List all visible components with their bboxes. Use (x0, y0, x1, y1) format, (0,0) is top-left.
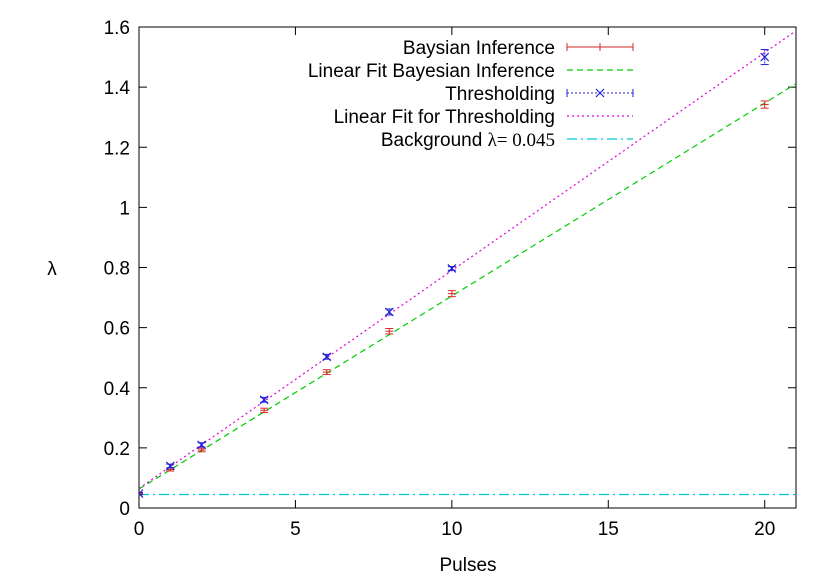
x-tick-label: 0 (134, 519, 145, 540)
y-tick-label: 0.6 (104, 319, 130, 340)
threshold-point (384, 307, 394, 317)
threshold-point (165, 461, 175, 471)
y-tick-label: 0.2 (104, 439, 130, 460)
x-tick-label: 10 (441, 519, 462, 540)
threshold-point (322, 352, 332, 362)
x-tick-label: 5 (290, 519, 301, 540)
x-tick-label: 15 (598, 519, 619, 540)
tick-labels: 0 5 10 15 20 0 0.2 0.4 0.6 0.8 1 1.2 1.4 1.6 (104, 18, 776, 540)
legend-label: Background λ= 0.045 (381, 130, 555, 151)
y-tick-label: 1.2 (104, 138, 130, 159)
axis-ticks (138, 26, 796, 509)
fit-line (139, 30, 796, 489)
y-axis-title: λ (47, 259, 57, 280)
legend-label: Linear Fit Bayesian Inference (308, 61, 555, 82)
bayes-point (322, 369, 331, 376)
threshold-point (197, 440, 206, 450)
bayes-point (760, 100, 769, 109)
legend-entry: Linear Fit for Thresholding (334, 107, 633, 128)
y-tick-label: 0.8 (104, 259, 130, 280)
legend-entry: Baysian Inference (403, 38, 634, 59)
x-tick-label: 20 (754, 519, 775, 540)
legend-entry: Thresholding (445, 84, 634, 105)
legend-entry: Linear Fit Bayesian Inference (308, 61, 633, 82)
y-tick-label: 1.4 (104, 78, 131, 99)
threshold-point (259, 395, 269, 405)
y-tick-label: 0.4 (104, 379, 131, 400)
y-tick-label: 1 (119, 198, 130, 219)
fit-line (139, 83, 796, 490)
threshold-point (760, 49, 770, 66)
legend-label: Thresholding (445, 84, 555, 105)
legend-entry: Background λ= 0.045 (381, 130, 633, 151)
threshold-point (447, 263, 457, 273)
threshold-point (139, 489, 144, 498)
bayes-point (197, 447, 206, 453)
bayes-point (385, 328, 394, 335)
y-tick-label: 0 (119, 499, 130, 520)
y-tick-label: 1.6 (104, 18, 130, 39)
x-axis-title: Pulses (439, 555, 496, 576)
legend-label: Linear Fit for Thresholding (334, 107, 555, 128)
bayes-point (447, 290, 456, 298)
series-layer (139, 30, 796, 498)
legend-label: Baysian Inference (403, 38, 555, 59)
bayes-point (260, 407, 269, 413)
